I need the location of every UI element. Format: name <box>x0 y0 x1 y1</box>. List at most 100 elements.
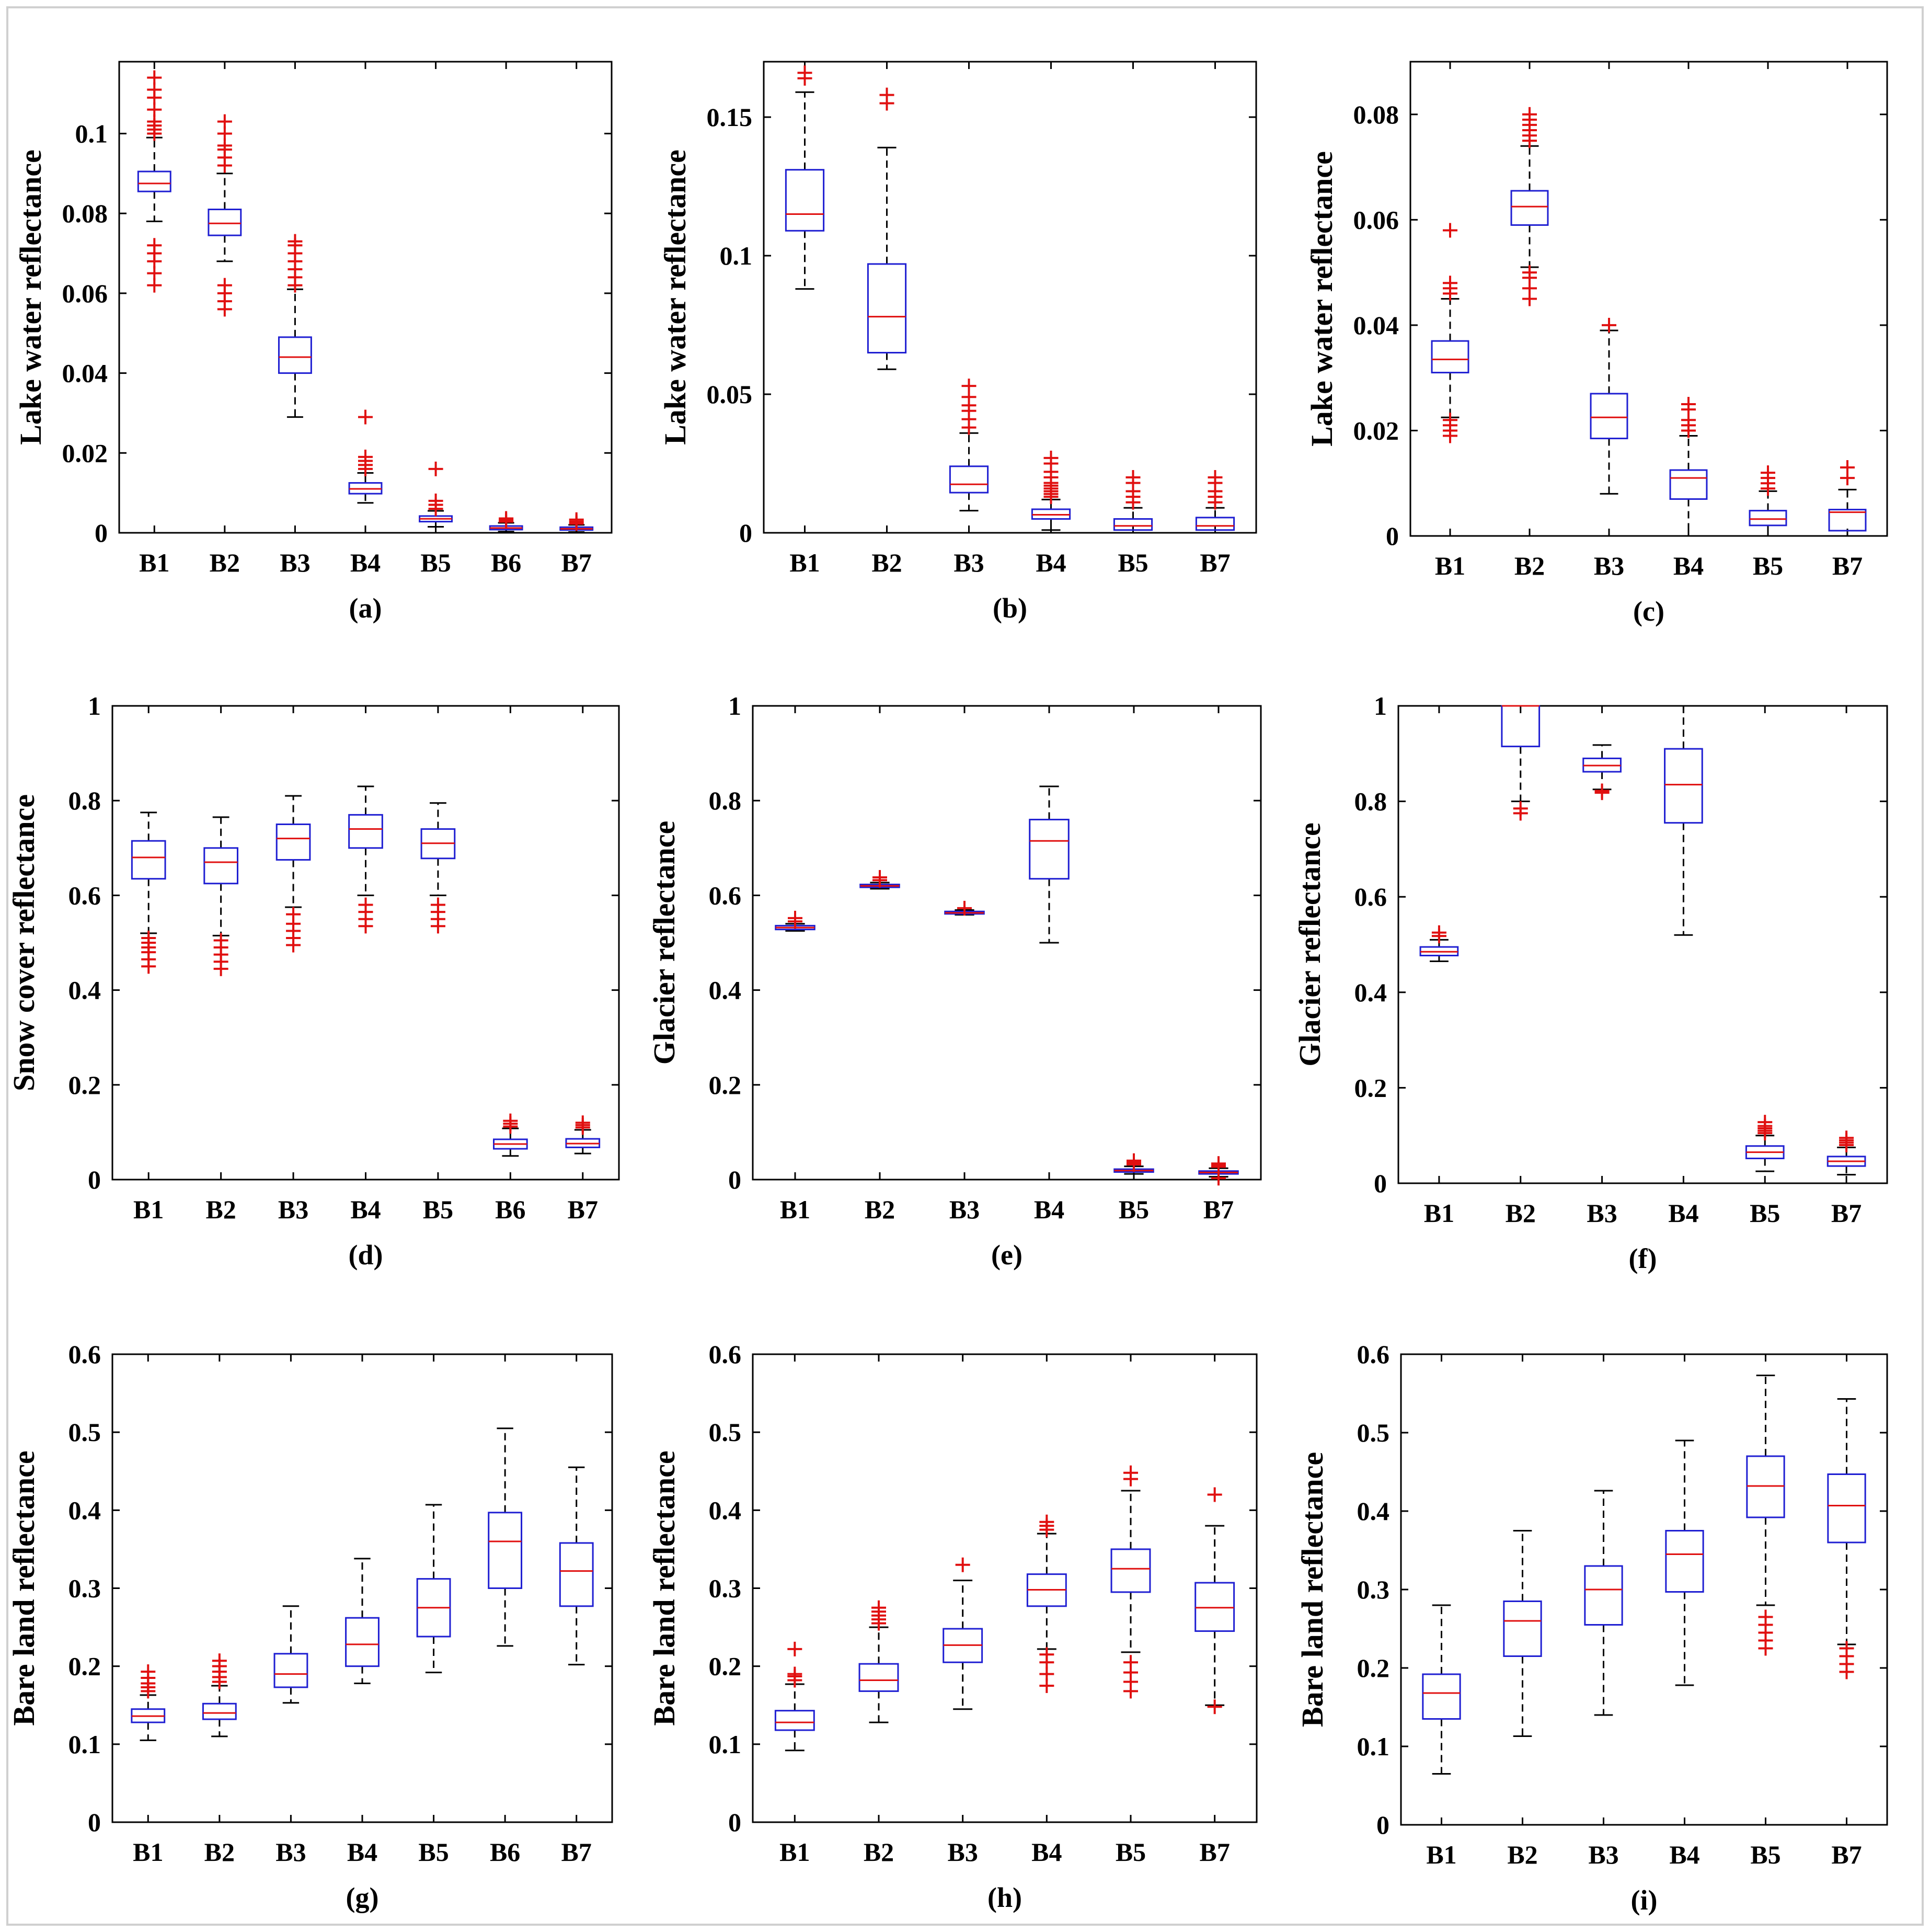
y-tick-label: 0.8 <box>1354 787 1387 816</box>
x-tick-label: B1 <box>139 548 169 577</box>
x-tick-label: B3 <box>947 1837 978 1867</box>
x-tick-label: B2 <box>871 548 902 577</box>
box-b7 <box>1827 1398 1866 1679</box>
panel-caption: (g) <box>346 1882 379 1913</box>
box-iqr <box>1029 818 1070 880</box>
x-tick-label: B5 <box>418 1837 449 1867</box>
x-tick-label: B1 <box>133 1837 163 1867</box>
plot-area <box>1397 705 1888 1184</box>
y-tick-label: 0.6 <box>709 1340 742 1369</box>
y-tick-label: 0.3 <box>709 1574 742 1603</box>
x-tick-label: B7 <box>561 548 592 577</box>
chart-panel-e: 0 0.2 0.4 0.6 0.8 1 B1 B2 B3 B4 B5 B7 Glacier reflec… <box>647 691 1262 1271</box>
box-b4 <box>1664 705 1703 936</box>
outlier-marker <box>1513 801 1528 816</box>
panel-caption: (a) <box>349 592 382 624</box>
chart-panel-h: 0 0.1 0.2 0.3 0.4 0.5 0.6 B1 B2 B3 B4 B5 B7 Bare land… <box>647 1340 1258 1913</box>
outlier-marker <box>788 910 802 925</box>
panel-caption: (i) <box>1631 1884 1658 1916</box>
outlier-marker <box>217 278 232 293</box>
x-tick-label: B4 <box>1034 1195 1064 1224</box>
outlier-marker <box>1208 470 1223 485</box>
y-tick-label: 0.04 <box>62 359 108 388</box>
x-tick-label: B4 <box>1673 551 1704 580</box>
outlier-marker <box>1127 1153 1141 1168</box>
x-tick-label: B1 <box>779 1837 810 1867</box>
box-b6 <box>488 1427 523 1647</box>
box-b2 <box>208 114 242 317</box>
y-tick-label: 0.3 <box>1357 1575 1390 1604</box>
panel-caption: (f) <box>1629 1243 1657 1274</box>
outlier-marker <box>358 409 373 425</box>
x-tick-label: B3 <box>275 1837 306 1867</box>
box-b5 <box>1746 1375 1785 1656</box>
box-b5 <box>1113 1153 1154 1175</box>
box-iqr <box>345 1617 380 1667</box>
x-tick-label: B1 <box>780 1195 810 1224</box>
chart-panel-g: 0 0.1 0.2 0.3 0.4 0.5 0.6 B1 B2 B3 B4 B5 B6 B7 Bare la… <box>7 1340 613 1913</box>
y-tick-label: 0.4 <box>709 976 742 1005</box>
box-iqr <box>1195 517 1235 531</box>
box-b6 <box>493 1113 528 1157</box>
box-b7 <box>559 1466 594 1666</box>
outlier-marker <box>147 238 162 253</box>
y-axis-label: Bare land reflectance <box>647 1450 681 1725</box>
box-iqr <box>1584 1565 1623 1626</box>
x-tick-label: B7 <box>1199 1837 1230 1867</box>
box-iqr <box>1669 469 1708 500</box>
outlier-marker <box>1431 925 1446 940</box>
y-tick-label: 0.5 <box>68 1417 101 1447</box>
x-tick-label: B3 <box>278 1195 308 1224</box>
plot-area <box>752 705 1262 1181</box>
box-iqr <box>858 1663 899 1692</box>
box-b1 <box>774 1641 815 1752</box>
y-tick-label: 0.1 <box>68 1730 101 1759</box>
x-tick-label: B2 <box>865 1195 895 1224</box>
y-tick-label: 0 <box>1386 521 1399 551</box>
y-tick-label: 0 <box>739 518 752 547</box>
panel-caption: (b) <box>993 592 1027 624</box>
box-b2 <box>202 1653 237 1737</box>
box-b4 <box>1665 1439 1704 1686</box>
y-axis-label: Glacier reflectance <box>647 821 681 1065</box>
outlier-marker <box>871 1600 886 1615</box>
box-iqr <box>867 263 907 353</box>
outlier-marker <box>797 65 812 81</box>
x-tick-label: B4 <box>1036 548 1066 577</box>
x-tick-label: B3 <box>953 548 984 577</box>
box-b7 <box>1198 1156 1239 1186</box>
y-tick-label: 0.1 <box>75 119 108 148</box>
box-b5 <box>416 1504 451 1674</box>
plot-area <box>752 1353 1258 1823</box>
outlier-marker <box>212 1653 227 1668</box>
x-tick-label: B5 <box>1119 1195 1149 1224</box>
box-b3 <box>1590 317 1628 495</box>
box-b4 <box>1026 1514 1067 1693</box>
outlier-marker <box>1039 1514 1054 1529</box>
outlier-marker <box>955 1557 970 1572</box>
box-b5 <box>419 461 453 528</box>
y-tick-label: 0.08 <box>62 199 108 228</box>
outlier-marker <box>961 379 977 394</box>
outlier-marker <box>787 1666 802 1682</box>
outlier-marker <box>872 870 887 885</box>
box-iqr <box>1431 340 1469 374</box>
x-tick-label: B5 <box>423 1195 453 1224</box>
x-tick-label: B1 <box>789 548 820 577</box>
box-b4 <box>1031 450 1071 531</box>
box-b3 <box>949 379 989 512</box>
x-tick-label: B7 <box>561 1837 592 1867</box>
y-tick-label: 0.4 <box>1357 1496 1390 1526</box>
x-tick-label: B3 <box>1594 551 1624 580</box>
outlier-marker <box>1758 1609 1773 1625</box>
y-tick-label: 0 <box>1374 1169 1387 1198</box>
box-b7 <box>1194 1487 1235 1714</box>
box-iqr <box>273 1653 308 1688</box>
x-tick-label: B3 <box>280 548 310 577</box>
box-b7 <box>1826 1130 1866 1176</box>
x-tick-label: B2 <box>204 1837 235 1867</box>
box-b3 <box>943 1557 983 1710</box>
y-axis-label: Glacier reflectance <box>1293 822 1327 1066</box>
y-tick-label: 0.06 <box>1353 205 1399 234</box>
outlier-marker <box>957 900 972 916</box>
